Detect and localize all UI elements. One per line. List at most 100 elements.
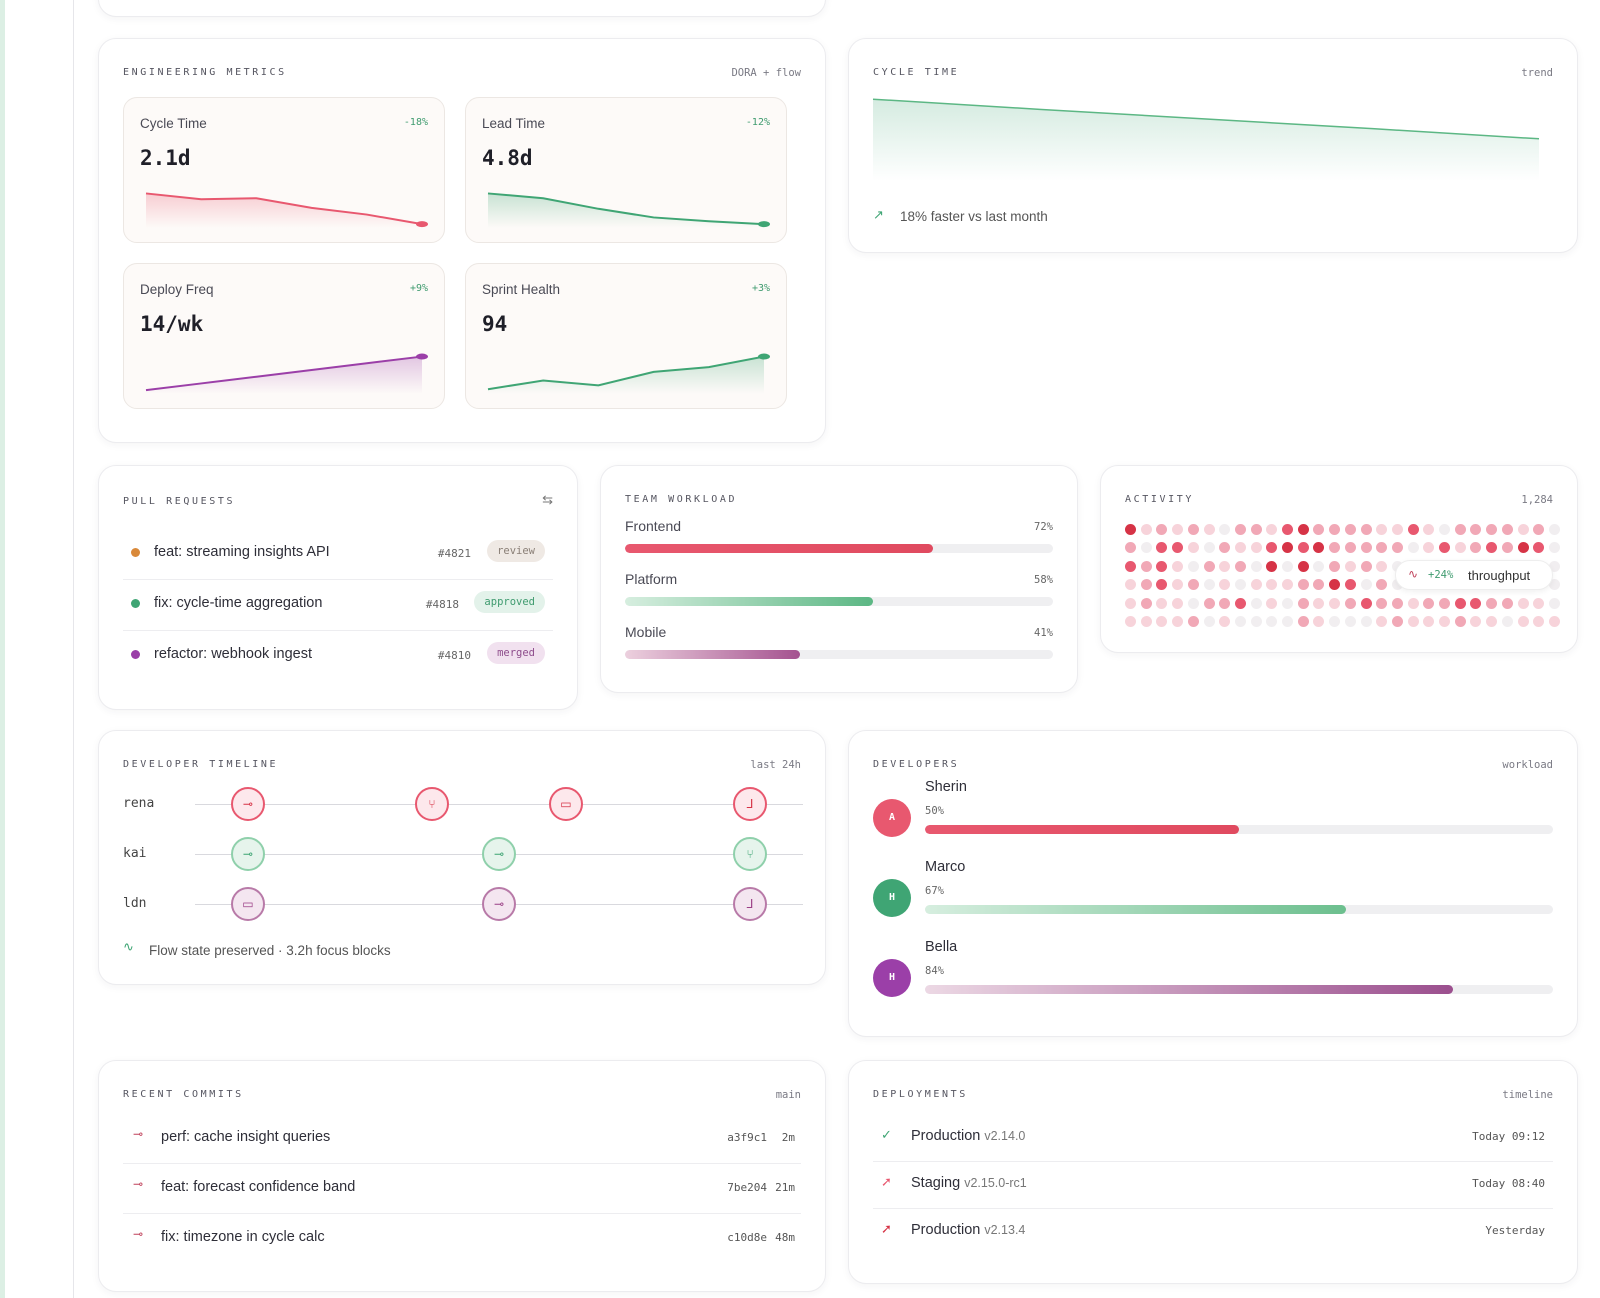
activity-cell[interactable] [1172, 560, 1184, 572]
timeline-event-commit-icon[interactable]: ⊸ [230, 837, 265, 871]
activity-cell[interactable] [1439, 597, 1450, 609]
activity-cell[interactable] [1266, 579, 1278, 591]
activity-cell[interactable] [1423, 616, 1435, 627]
activity-cell[interactable] [1454, 542, 1466, 554]
pr-row[interactable]: feat: streaming insights API #4821 review [123, 528, 553, 578]
activity-cell[interactable] [1156, 524, 1168, 535]
activity-cell[interactable] [1486, 542, 1498, 554]
timeline-event-comment-icon[interactable]: ▭ [548, 787, 583, 821]
activity-cell[interactable] [1313, 542, 1325, 554]
activity-cell[interactable] [1266, 597, 1278, 609]
activity-cell[interactable] [1140, 597, 1152, 609]
activity-cell[interactable] [1454, 597, 1466, 609]
activity-cell[interactable] [1125, 579, 1136, 591]
metric-tile[interactable]: Sprint Health +3% 94 [465, 263, 787, 409]
activity-cell[interactable] [1376, 542, 1388, 554]
activity-cell[interactable] [1156, 616, 1168, 627]
activity-cell[interactable] [1548, 616, 1560, 627]
activity-cell[interactable] [1344, 579, 1356, 591]
activity-cell[interactable] [1140, 524, 1152, 535]
activity-cell[interactable] [1125, 560, 1136, 572]
activity-cell[interactable] [1344, 542, 1356, 554]
activity-cell[interactable] [1360, 597, 1372, 609]
activity-cell[interactable] [1517, 524, 1529, 535]
activity-cell[interactable] [1470, 597, 1482, 609]
activity-cell[interactable] [1250, 524, 1262, 535]
activity-cell[interactable] [1125, 542, 1136, 554]
activity-cell[interactable] [1125, 597, 1136, 609]
activity-cell[interactable] [1172, 524, 1184, 535]
activity-cell[interactable] [1376, 524, 1388, 535]
activity-cell[interactable] [1313, 560, 1325, 572]
activity-cell[interactable] [1282, 616, 1293, 627]
commit-row[interactable]: ⊸ feat: forecast confidence band 7be204 21m [123, 1163, 801, 1213]
activity-cell[interactable] [1313, 524, 1325, 535]
activity-cell[interactable] [1344, 597, 1356, 609]
activity-cell[interactable] [1439, 616, 1450, 627]
activity-cell[interactable] [1172, 542, 1184, 554]
activity-cell[interactable] [1266, 560, 1278, 572]
activity-cell[interactable] [1360, 616, 1372, 627]
activity-cell[interactable] [1203, 597, 1215, 609]
timeline-event-commit-icon[interactable]: ⊸ [482, 837, 516, 871]
activity-cell[interactable] [1517, 616, 1529, 627]
activity-cell[interactable] [1234, 524, 1246, 535]
activity-cell[interactable] [1360, 579, 1372, 591]
activity-cell[interactable] [1329, 560, 1341, 572]
activity-cell[interactable] [1219, 597, 1231, 609]
activity-cell[interactable] [1533, 616, 1545, 627]
activity-cell[interactable] [1187, 616, 1199, 627]
activity-cell[interactable] [1329, 524, 1341, 535]
activity-cell[interactable] [1282, 524, 1293, 535]
activity-cell[interactable] [1203, 542, 1215, 554]
activity-cell[interactable] [1313, 597, 1325, 609]
activity-cell[interactable] [1187, 579, 1199, 591]
activity-cell[interactable] [1470, 542, 1482, 554]
activity-cell[interactable] [1344, 524, 1356, 535]
activity-cell[interactable] [1439, 524, 1450, 535]
activity-cell[interactable] [1439, 542, 1450, 554]
timeline-event-comment-icon[interactable]: ▭ [230, 887, 265, 921]
activity-cell[interactable] [1454, 616, 1466, 627]
activity-cell[interactable] [1282, 560, 1293, 572]
activity-cell[interactable] [1407, 616, 1419, 627]
activity-cell[interactable] [1125, 524, 1136, 535]
commit-row[interactable]: ⊸ fix: timezone in cycle calc c10d8e 48m [123, 1213, 801, 1263]
activity-cell[interactable] [1140, 579, 1152, 591]
activity-cell[interactable] [1548, 524, 1560, 535]
activity-cell[interactable] [1329, 579, 1341, 591]
activity-cell[interactable] [1391, 579, 1403, 591]
activity-cell[interactable] [1140, 616, 1152, 627]
activity-cell[interactable] [1140, 560, 1152, 572]
activity-cell[interactable] [1391, 597, 1403, 609]
activity-cell[interactable] [1156, 597, 1168, 609]
activity-cell[interactable] [1266, 542, 1278, 554]
activity-cell[interactable] [1486, 597, 1498, 609]
activity-cell[interactable] [1501, 616, 1513, 627]
activity-cell[interactable] [1282, 579, 1293, 591]
activity-cell[interactable] [1391, 542, 1403, 554]
activity-cell[interactable] [1297, 542, 1309, 554]
deployment-row[interactable]: ➚ Staging v2.15.0-rc1 Today 08:40 [873, 1162, 1553, 1208]
activity-cell[interactable] [1344, 616, 1356, 627]
deployment-row[interactable]: ➚ Production v2.13.4 Yesterday [873, 1209, 1553, 1255]
activity-cell[interactable] [1234, 579, 1246, 591]
metric-tile[interactable]: Cycle Time -18% 2.1d [123, 97, 445, 243]
activity-cell[interactable] [1297, 560, 1309, 572]
avatar[interactable]: H [873, 879, 911, 917]
activity-cell[interactable] [1533, 524, 1545, 535]
activity-cell[interactable] [1470, 616, 1482, 627]
activity-cell[interactable] [1517, 597, 1529, 609]
activity-cell[interactable] [1376, 560, 1388, 572]
timeline-event-merge-icon[interactable]: ⅃ [733, 787, 768, 821]
activity-cell[interactable] [1423, 542, 1435, 554]
activity-cell[interactable] [1266, 616, 1278, 627]
activity-cell[interactable] [1156, 542, 1168, 554]
activity-cell[interactable] [1376, 579, 1388, 591]
activity-cell[interactable] [1250, 579, 1262, 591]
activity-cell[interactable] [1172, 597, 1184, 609]
activity-cell[interactable] [1250, 542, 1262, 554]
activity-cell[interactable] [1376, 616, 1388, 627]
activity-cell[interactable] [1313, 616, 1325, 627]
metric-tile[interactable]: Deploy Freq +9% 14/wk [123, 263, 445, 409]
